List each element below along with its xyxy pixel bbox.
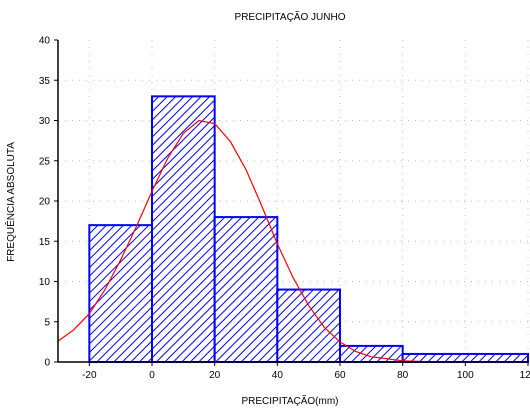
y-tick-label-5: 25 [39, 156, 51, 167]
histogram-bar-0 [88, 224, 154, 363]
histogram-bars [88, 95, 529, 364]
histogram-bar-1 [151, 95, 216, 363]
x-tick-label-2: 20 [209, 370, 221, 381]
fit-curve-line [57, 119, 529, 363]
x-tick-label-6: 100 [457, 370, 474, 381]
x-tick-label-3: 40 [272, 370, 284, 381]
y-tick-label-3: 15 [39, 237, 51, 248]
y-tick-label-2: 10 [39, 277, 51, 288]
y-axis-label: FREQUÊNCIA ABSOLUTA [4, 142, 17, 262]
y-tick-label-0: 0 [44, 358, 50, 369]
chart-title: PRECIPITAÇÃO JUNHO [235, 10, 346, 23]
x-tick-label-5: 80 [397, 370, 409, 381]
x-tick-label-0: -20 [82, 370, 97, 381]
x-tick-label-1: 0 [149, 370, 155, 381]
x-axis-label: PRECIPITAÇÃO(mm) [241, 394, 338, 407]
y-tick-label-4: 20 [39, 197, 51, 208]
x-tick-label-7: 120 [520, 370, 530, 381]
y-tick-label-8: 40 [39, 36, 51, 47]
histogram-bar-3 [276, 288, 342, 363]
x-axis-ticks: -20 0 20 40 60 80 100 120 [82, 362, 530, 381]
histogram-bar-5 [401, 352, 529, 364]
histogram-bar-2 [213, 216, 279, 363]
y-tick-label-7: 35 [39, 76, 51, 87]
y-tick-label-1: 5 [44, 317, 50, 328]
normal-fit-curve [57, 119, 529, 363]
x-tick-label-4: 60 [334, 370, 346, 381]
y-axis-ticks: 0 5 10 15 20 25 30 35 40 [39, 36, 58, 369]
y-tick-label-6: 30 [39, 116, 51, 127]
